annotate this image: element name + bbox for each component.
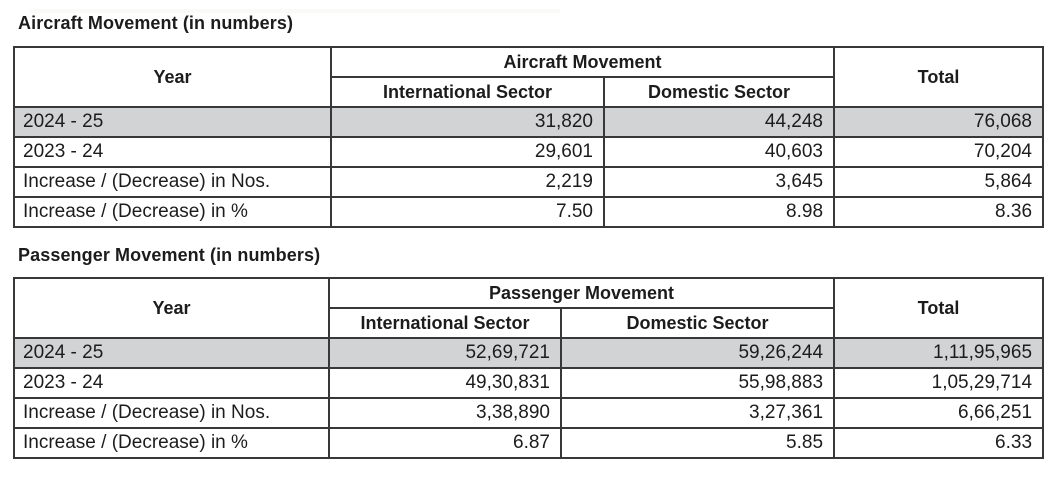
row-label-cell: 2024 - 25 bbox=[13, 337, 330, 369]
total-value-cell: 76,068 bbox=[833, 106, 1045, 138]
table-row: 2024 - 25 52,69,721 59,26,244 1,11,95,96… bbox=[13, 337, 1045, 369]
domestic-value-cell: 59,26,244 bbox=[559, 337, 836, 369]
row-label-cell: 2024 - 25 bbox=[13, 106, 332, 138]
intl-value-cell: 3,38,890 bbox=[328, 397, 562, 429]
aircraft-section-title: Aircraft Movement (in numbers) bbox=[18, 13, 294, 33]
table-subheader-row: International Sector Domestic Sector bbox=[14, 307, 1043, 339]
col-header-total: Total bbox=[833, 277, 1045, 339]
col-header-year: Year bbox=[13, 46, 332, 108]
passenger-section-title: Passenger Movement (in numbers) bbox=[18, 245, 321, 265]
row-label-cell: 2023 - 24 bbox=[13, 136, 332, 168]
cropped-row-artifact bbox=[30, 9, 560, 13]
domestic-value-cell: 44,248 bbox=[602, 106, 836, 138]
table-row: Increase / (Decrease) in Nos. 2,219 3,64… bbox=[13, 166, 1045, 198]
row-label-cell: Increase / (Decrease) in Nos. bbox=[13, 166, 332, 198]
intl-value-cell: 29,601 bbox=[330, 136, 605, 168]
domestic-value-cell: 5.85 bbox=[559, 427, 836, 459]
table-row: Increase / (Decrease) in Nos. 3,38,890 3… bbox=[13, 397, 1045, 429]
col-header-group: Passenger Movement bbox=[327, 277, 836, 309]
table-row: Increase / (Decrease) in % 7.50 8.98 8.3… bbox=[13, 196, 1045, 228]
domestic-value-cell: 8.98 bbox=[602, 196, 836, 228]
intl-value-cell: 31,820 bbox=[330, 106, 605, 138]
table-row: Increase / (Decrease) in % 6.87 5.85 6.3… bbox=[13, 427, 1045, 459]
total-value-cell: 1,11,95,965 bbox=[833, 337, 1045, 369]
col-header-domestic: Domestic Sector bbox=[559, 307, 836, 339]
total-value-cell: 1,05,29,714 bbox=[833, 367, 1045, 399]
total-value-cell: 6,66,251 bbox=[833, 397, 1045, 429]
table-header-row: Year Passenger Movement Total bbox=[13, 277, 1045, 339]
col-header-international: International Sector bbox=[328, 307, 562, 339]
total-value-cell: 70,204 bbox=[833, 136, 1045, 168]
row-label-cell: 2023 - 24 bbox=[13, 367, 330, 399]
domestic-value-cell: 40,603 bbox=[602, 136, 836, 168]
row-label-cell: Increase / (Decrease) in Nos. bbox=[13, 397, 330, 429]
intl-value-cell: 49,30,831 bbox=[328, 367, 562, 399]
total-value-cell: 6.33 bbox=[833, 427, 1045, 459]
intl-value-cell: 52,69,721 bbox=[328, 337, 562, 369]
row-label-cell: Increase / (Decrease) in % bbox=[13, 427, 330, 459]
col-header-international: International Sector bbox=[330, 76, 605, 108]
passenger-movement-table: Year Passenger Movement Total Internatio… bbox=[13, 277, 1045, 459]
col-header-total: Total bbox=[833, 46, 1045, 108]
col-header-group: Aircraft Movement bbox=[329, 46, 836, 78]
table-subheader-row: International Sector Domestic Sector bbox=[14, 76, 1043, 108]
col-header-domestic: Domestic Sector bbox=[602, 76, 836, 108]
domestic-value-cell: 3,27,361 bbox=[559, 397, 836, 429]
table-row: 2023 - 24 49,30,831 55,98,883 1,05,29,71… bbox=[13, 367, 1045, 399]
row-label-cell: Increase / (Decrease) in % bbox=[13, 196, 332, 228]
total-value-cell: 8.36 bbox=[833, 196, 1045, 228]
total-value-cell: 5,864 bbox=[833, 166, 1045, 198]
aircraft-movement-table: Year Aircraft Movement Total Internation… bbox=[13, 46, 1045, 228]
intl-value-cell: 7.50 bbox=[330, 196, 605, 228]
table-header-row: Year Aircraft Movement Total bbox=[13, 46, 1045, 108]
domestic-value-cell: 3,645 bbox=[602, 166, 836, 198]
table-row: 2024 - 25 31,820 44,248 76,068 bbox=[13, 106, 1045, 138]
col-header-year: Year bbox=[13, 277, 330, 339]
table-row: 2023 - 24 29,601 40,603 70,204 bbox=[13, 136, 1045, 168]
intl-value-cell: 2,219 bbox=[330, 166, 605, 198]
domestic-value-cell: 55,98,883 bbox=[559, 367, 836, 399]
intl-value-cell: 6.87 bbox=[328, 427, 562, 459]
